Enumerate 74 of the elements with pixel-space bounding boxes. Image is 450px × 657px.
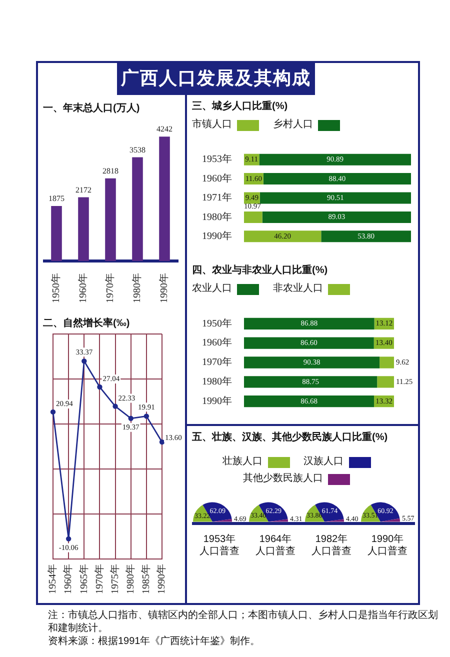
slice-label: 1953年人口普查 — [199, 534, 240, 558]
bar — [244, 337, 374, 349]
bar — [78, 197, 89, 261]
data-label: 4242 — [156, 124, 172, 134]
slice-label: 1990年人口普查 — [367, 534, 408, 558]
legend-label: 壮族人口 — [222, 456, 262, 468]
x-tick-label: 1970年 — [104, 273, 116, 303]
slice-label: 1964年人口普查 — [255, 534, 296, 558]
point — [82, 358, 87, 364]
y-tick-label: 1960年 — [202, 336, 232, 349]
bar — [321, 230, 411, 242]
text: 资料来源：根据1991年《广西统计年鉴》制作。 — [48, 635, 262, 648]
y-tick-label: 1950年 — [202, 317, 232, 330]
bar — [377, 376, 394, 388]
bar — [132, 157, 143, 261]
x-tick-label: 1975年 — [108, 564, 121, 594]
point — [128, 416, 134, 421]
chart-title: 三、城乡人口比重(%) — [192, 100, 289, 113]
x-tick-label: 1965年 — [78, 564, 90, 594]
x-tick-label: 1990年 — [158, 273, 170, 303]
chart-title: 二、自然增长率(‰) — [43, 317, 131, 330]
y-tick-label: 1953年 — [202, 153, 232, 166]
legend-label: 农业人口 — [192, 283, 232, 295]
chart-title: 五、壮族、汉族、其他少数民族人口比重(%) — [192, 431, 389, 444]
bar — [244, 318, 374, 330]
point — [66, 536, 72, 542]
y-tick-label: 1990年 — [202, 230, 232, 242]
legend-label: 非农业人口 — [273, 283, 323, 295]
text: 广西人口发展及其构成 — [121, 67, 311, 89]
slice-label: 1982年人口普查 — [311, 534, 352, 558]
point — [112, 404, 118, 409]
x-tick-label: 1980年 — [124, 564, 136, 594]
chart-title: 一、年末总人口(万人) — [43, 102, 141, 115]
data-label: 3538 — [130, 145, 146, 154]
bar — [51, 206, 62, 261]
point — [97, 384, 102, 390]
data-label: 2172 — [76, 185, 92, 194]
bar — [262, 211, 411, 223]
y-tick-label: 1960年 — [202, 172, 232, 184]
point — [159, 439, 165, 445]
bar — [380, 356, 394, 368]
data-label: 1875 — [48, 194, 64, 204]
point — [50, 409, 56, 415]
y-tick-label: 1980年 — [202, 210, 232, 223]
bar — [263, 173, 411, 185]
x-tick-label: 1980年 — [131, 273, 144, 303]
y-tick-label: 1990年 — [202, 394, 232, 407]
bar — [260, 192, 411, 204]
x-tick-label: 1960年 — [62, 564, 74, 594]
bar — [244, 395, 374, 408]
chart-title: 四、农业与非农业人口比重(%) — [192, 264, 329, 277]
legend-label: 其他少数民族人口 — [243, 473, 323, 485]
y-tick-label: 1970年 — [202, 356, 232, 368]
x-tick-label: 1970年 — [93, 564, 106, 594]
legend-label: 汉族人口 — [304, 456, 344, 468]
text: 注：市镇总人口指市、镇辖区内的全部人口；本图市镇人口、乡村人口是指当年行政区划和建制统计。 — [48, 609, 439, 635]
bar — [244, 356, 380, 368]
legend-label: 市镇人口 — [192, 119, 232, 131]
bar — [244, 211, 262, 223]
legend-label: 乡村人口 — [273, 119, 313, 131]
x-tick-label: 1954年 — [46, 564, 59, 594]
bar — [244, 230, 322, 242]
bar — [259, 154, 411, 166]
bar — [105, 178, 116, 261]
point — [144, 414, 150, 419]
x-tick-label: 1960年 — [77, 273, 90, 303]
bar — [244, 376, 378, 388]
y-tick-label: 1971年 — [202, 192, 232, 204]
x-tick-label: 1985年 — [140, 564, 152, 594]
x-tick-label: 1990年 — [156, 564, 168, 594]
data-label: 2818 — [102, 166, 118, 176]
y-tick-label: 1980年 — [202, 376, 232, 388]
bar — [159, 136, 170, 261]
x-tick-label: 1950年 — [50, 273, 62, 303]
